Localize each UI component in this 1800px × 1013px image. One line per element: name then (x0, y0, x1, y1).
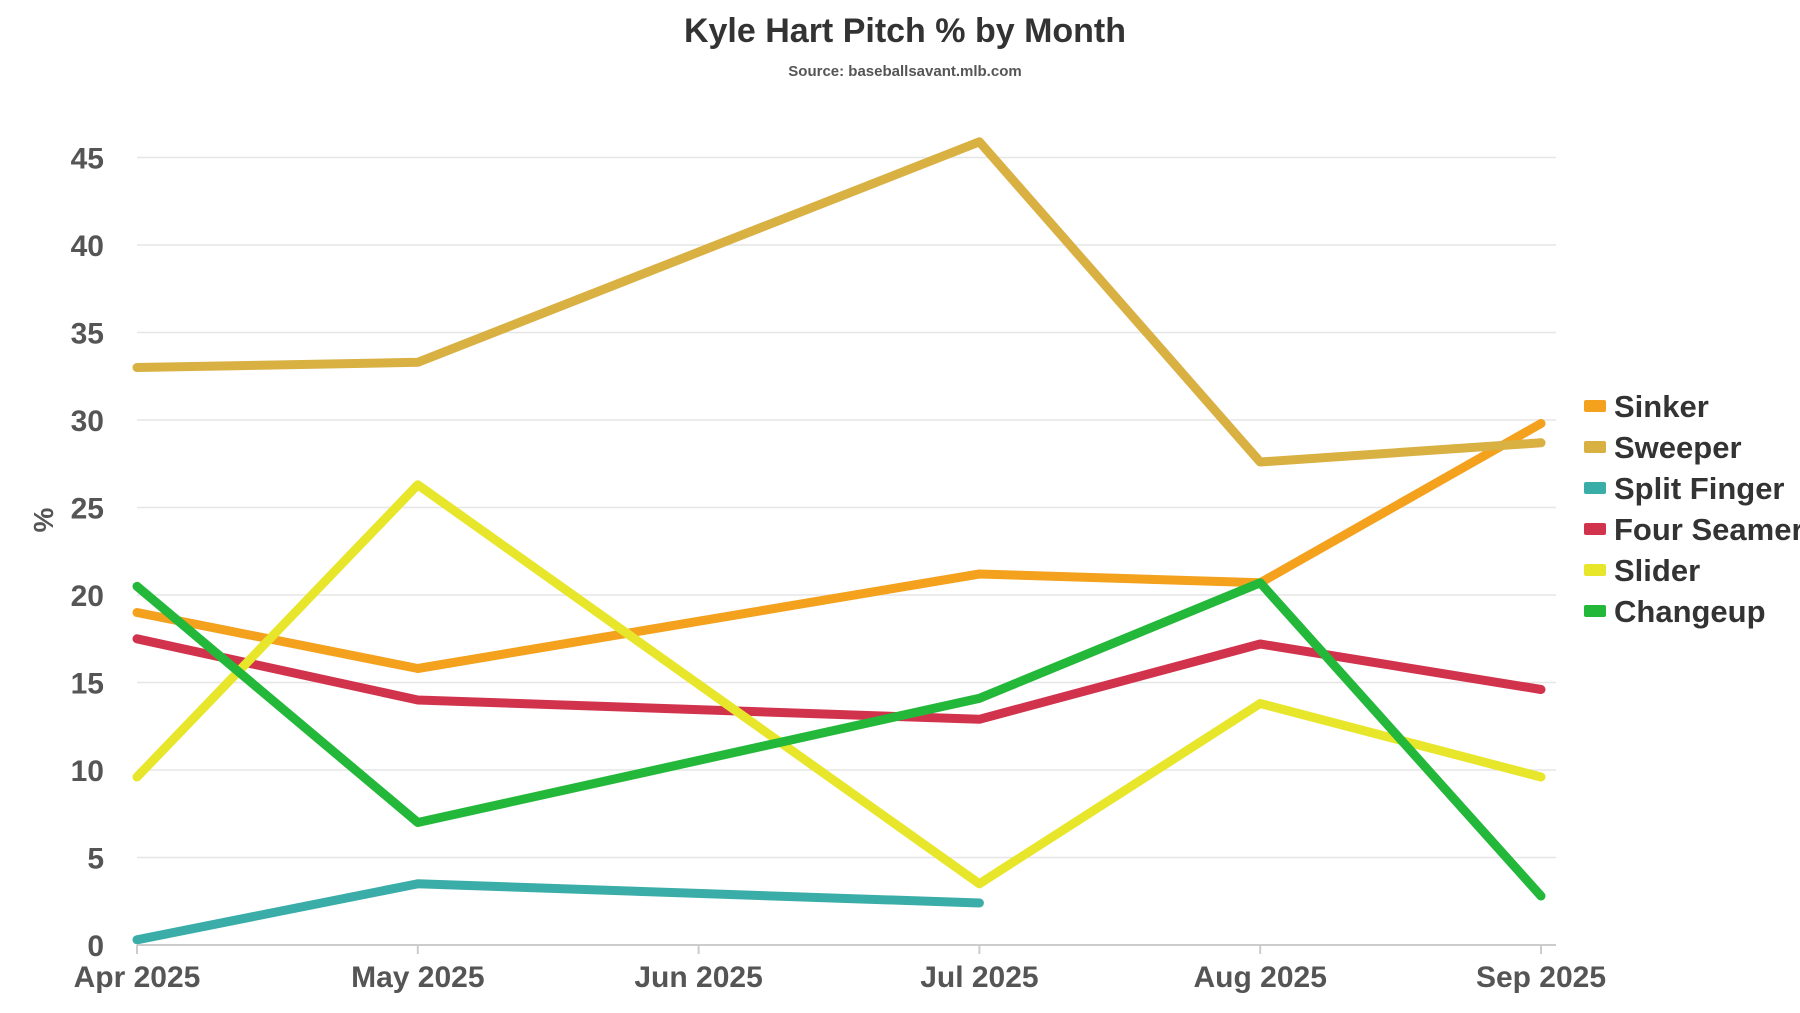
series-line-sinker (132, 419, 1546, 673)
legend-swatch (1584, 482, 1606, 494)
y-tick-label: 15 (71, 668, 104, 701)
chart-title: Kyle Hart Pitch % by Month (684, 12, 1126, 50)
y-tick-label: 10 (71, 755, 104, 788)
legend-label: Sweeper (1614, 430, 1742, 465)
series-line-split-finger (132, 879, 984, 945)
x-tick-label: Sep 2025 (1476, 961, 1606, 994)
y-tick-label: 25 (71, 493, 104, 526)
legend-swatch (1584, 564, 1606, 576)
x-tick-label: May 2025 (351, 961, 484, 994)
legend-label: Changeup (1614, 594, 1766, 629)
y-tick-label: 20 (71, 580, 104, 613)
legend-label: Four Seamer (1614, 512, 1800, 547)
x-tick-label: Apr 2025 (74, 961, 201, 994)
y-tick-label: 45 (71, 143, 104, 176)
legend-swatch (1584, 523, 1606, 535)
series-line-four-seamer (132, 634, 1546, 724)
series-lines (132, 137, 1546, 945)
legend-label: Slider (1614, 553, 1700, 588)
series-line-sweeper (132, 137, 1546, 467)
x-tick-label: Aug 2025 (1194, 961, 1327, 994)
y-tick-label: 0 (87, 930, 104, 963)
legend-label: Sinker (1614, 389, 1709, 424)
y-axis-label: % (28, 507, 59, 532)
chart-subtitle: Source: baseballsavant.mlb.com (788, 63, 1021, 80)
y-tick-label: 40 (71, 230, 104, 263)
x-tick-label: Jun 2025 (634, 961, 762, 994)
legend-swatch (1584, 605, 1606, 617)
legend: Sinker Sweeper Split Finger Four Seamer Slid… (1584, 389, 1800, 629)
legend-label: Split Finger (1614, 471, 1785, 506)
y-tick-label: 35 (71, 318, 104, 351)
x-tick-label: Jul 2025 (920, 961, 1038, 994)
x-axis-ticks: Apr 2025 May 2025 Jun 2025 Jul 2025 Aug 2025… (74, 945, 1606, 994)
legend-swatch (1584, 400, 1606, 412)
series-line-slider (132, 480, 1546, 889)
series-line-changeup (132, 578, 1546, 901)
y-tick-label: 5 (87, 843, 104, 876)
y-tick-label: 30 (71, 405, 104, 438)
legend-swatch (1584, 441, 1606, 453)
y-axis-ticks: 0 5 10 15 20 25 30 35 40 45 (71, 143, 104, 964)
